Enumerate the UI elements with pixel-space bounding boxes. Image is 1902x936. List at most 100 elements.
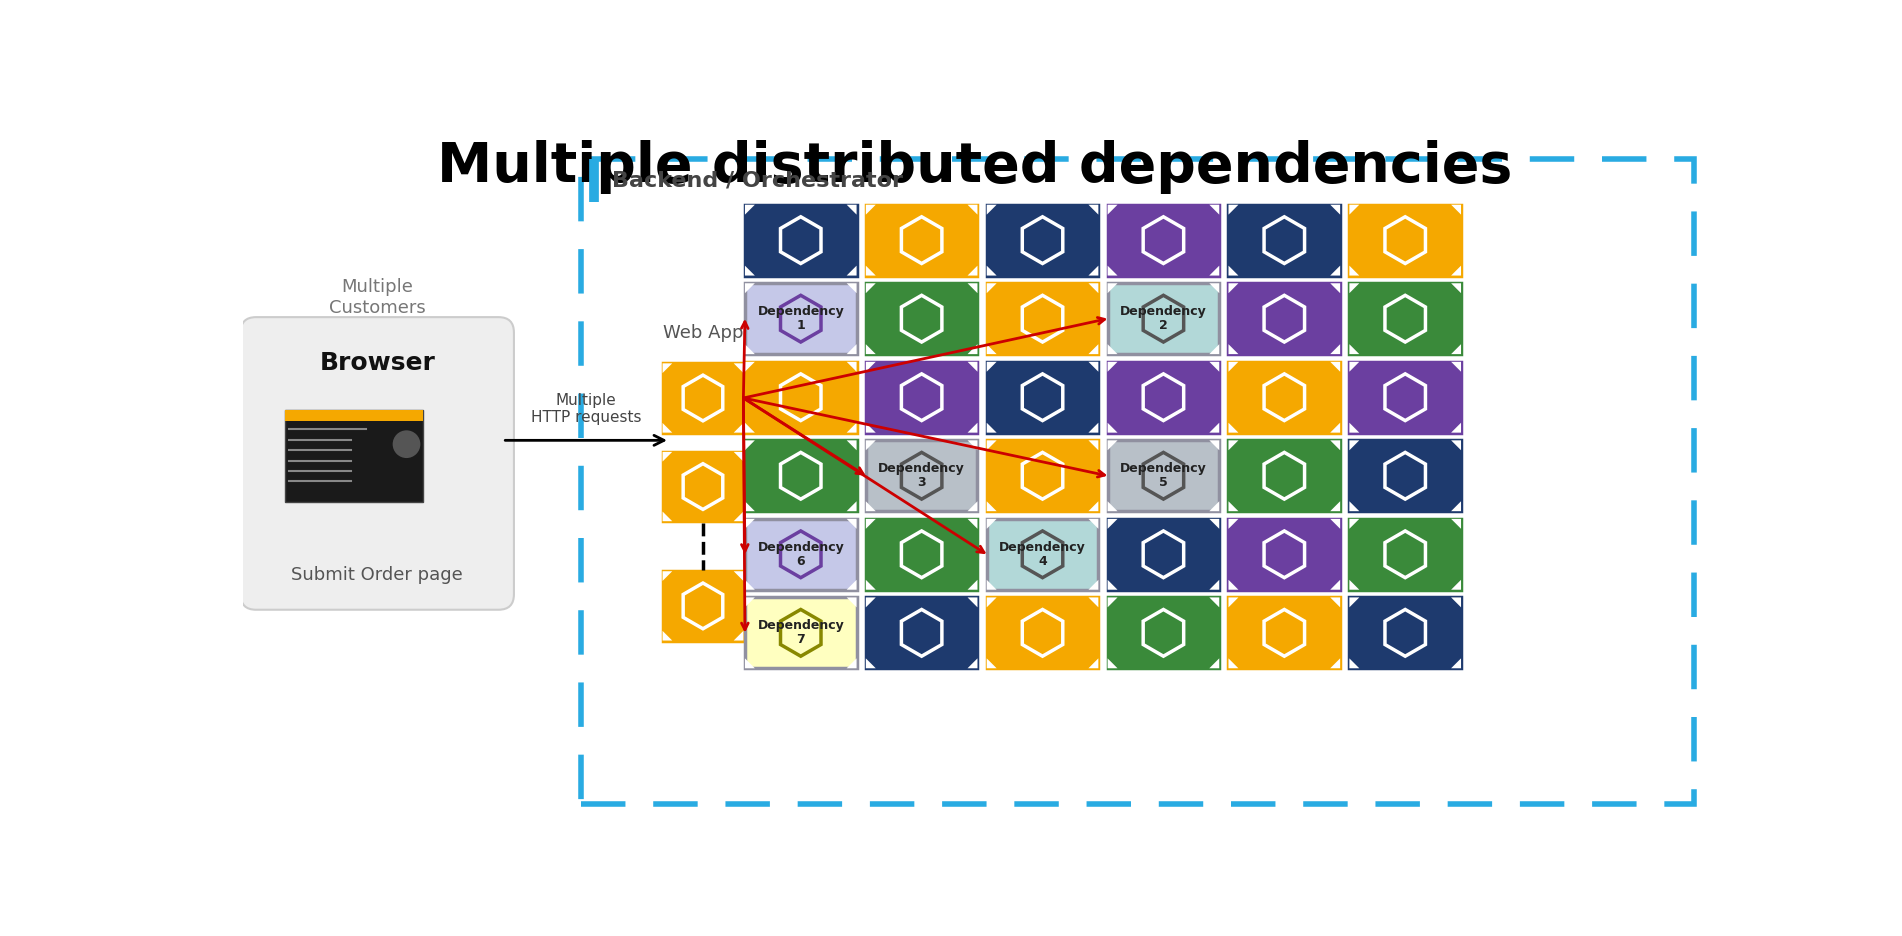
- FancyBboxPatch shape: [865, 597, 978, 668]
- Polygon shape: [846, 344, 856, 354]
- Text: Dependency
2: Dependency 2: [1120, 305, 1206, 332]
- Polygon shape: [734, 363, 744, 373]
- Polygon shape: [1210, 597, 1219, 607]
- Text: Backend / Orchestrator: Backend / Orchestrator: [612, 170, 903, 190]
- Polygon shape: [1210, 579, 1219, 590]
- Polygon shape: [1349, 266, 1360, 275]
- FancyBboxPatch shape: [662, 452, 744, 521]
- FancyBboxPatch shape: [1107, 519, 1219, 590]
- Polygon shape: [987, 266, 997, 275]
- Polygon shape: [1107, 205, 1118, 214]
- Polygon shape: [846, 519, 856, 529]
- Polygon shape: [987, 205, 997, 214]
- FancyArrowPatch shape: [742, 322, 747, 398]
- Polygon shape: [865, 597, 875, 607]
- Polygon shape: [1451, 205, 1461, 214]
- Polygon shape: [662, 363, 671, 373]
- Polygon shape: [1229, 266, 1238, 275]
- Polygon shape: [1229, 440, 1238, 450]
- Polygon shape: [1088, 344, 1097, 354]
- Polygon shape: [746, 658, 755, 668]
- Polygon shape: [1229, 658, 1238, 668]
- FancyBboxPatch shape: [285, 410, 424, 421]
- Polygon shape: [846, 266, 856, 275]
- Polygon shape: [662, 452, 671, 461]
- FancyArrowPatch shape: [744, 398, 864, 475]
- Polygon shape: [1451, 502, 1461, 511]
- Polygon shape: [1451, 597, 1461, 607]
- FancyBboxPatch shape: [746, 440, 856, 511]
- FancyBboxPatch shape: [1107, 362, 1219, 432]
- Polygon shape: [1349, 344, 1360, 354]
- Text: Dependency
6: Dependency 6: [757, 541, 844, 568]
- Polygon shape: [987, 597, 997, 607]
- Polygon shape: [734, 571, 744, 581]
- Polygon shape: [746, 205, 755, 214]
- FancyArrowPatch shape: [506, 435, 664, 446]
- Polygon shape: [1329, 344, 1341, 354]
- FancyBboxPatch shape: [987, 284, 1097, 354]
- FancyArrowPatch shape: [744, 317, 1105, 398]
- Polygon shape: [865, 423, 875, 432]
- Polygon shape: [734, 452, 744, 461]
- Polygon shape: [865, 519, 875, 529]
- FancyBboxPatch shape: [1107, 597, 1219, 668]
- Polygon shape: [1329, 440, 1341, 450]
- Polygon shape: [746, 519, 755, 529]
- Polygon shape: [1229, 423, 1238, 432]
- Polygon shape: [1107, 284, 1118, 293]
- Polygon shape: [1451, 266, 1461, 275]
- Polygon shape: [1329, 658, 1341, 668]
- Text: Browser: Browser: [320, 351, 436, 375]
- Polygon shape: [746, 423, 755, 432]
- Polygon shape: [1210, 519, 1219, 529]
- Text: Dependency
7: Dependency 7: [757, 620, 844, 647]
- Polygon shape: [987, 502, 997, 511]
- Polygon shape: [662, 423, 671, 432]
- Polygon shape: [1229, 579, 1238, 590]
- Polygon shape: [865, 205, 875, 214]
- Polygon shape: [1088, 205, 1097, 214]
- Polygon shape: [1229, 284, 1238, 293]
- Polygon shape: [1229, 205, 1238, 214]
- Polygon shape: [846, 205, 856, 214]
- Polygon shape: [1451, 658, 1461, 668]
- FancyBboxPatch shape: [746, 284, 856, 354]
- Polygon shape: [1210, 423, 1219, 432]
- Polygon shape: [1210, 284, 1219, 293]
- FancyBboxPatch shape: [1349, 440, 1461, 511]
- Polygon shape: [1088, 266, 1097, 275]
- FancyBboxPatch shape: [1229, 205, 1341, 275]
- Polygon shape: [865, 362, 875, 372]
- Polygon shape: [1210, 658, 1219, 668]
- Polygon shape: [1349, 423, 1360, 432]
- Polygon shape: [746, 440, 755, 450]
- Polygon shape: [1107, 502, 1118, 511]
- Polygon shape: [1107, 579, 1118, 590]
- FancyBboxPatch shape: [1107, 205, 1219, 275]
- FancyBboxPatch shape: [987, 597, 1097, 668]
- Polygon shape: [1329, 205, 1341, 214]
- Polygon shape: [1329, 284, 1341, 293]
- Polygon shape: [1349, 597, 1360, 607]
- Polygon shape: [662, 571, 671, 581]
- FancyBboxPatch shape: [746, 362, 856, 432]
- Polygon shape: [846, 658, 856, 668]
- FancyBboxPatch shape: [865, 205, 978, 275]
- Polygon shape: [1329, 266, 1341, 275]
- Polygon shape: [1088, 284, 1097, 293]
- Polygon shape: [1229, 597, 1238, 607]
- Polygon shape: [1088, 597, 1097, 607]
- FancyBboxPatch shape: [1229, 362, 1341, 432]
- Polygon shape: [746, 284, 755, 293]
- Polygon shape: [1329, 502, 1341, 511]
- Polygon shape: [968, 423, 978, 432]
- Polygon shape: [1451, 579, 1461, 590]
- Polygon shape: [865, 579, 875, 590]
- Text: Multiple distributed dependencies: Multiple distributed dependencies: [437, 140, 1512, 194]
- Polygon shape: [1329, 597, 1341, 607]
- FancyBboxPatch shape: [987, 205, 1097, 275]
- Polygon shape: [1210, 440, 1219, 450]
- Polygon shape: [865, 284, 875, 293]
- Polygon shape: [968, 597, 978, 607]
